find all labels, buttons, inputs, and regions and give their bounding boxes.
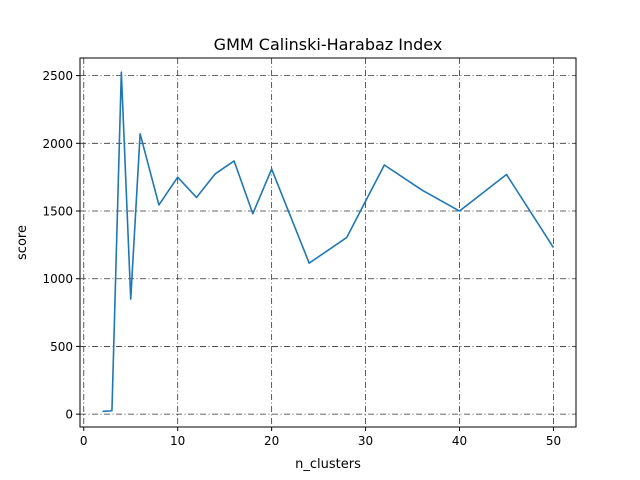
y-axis-label: score xyxy=(15,225,30,260)
series-line-0 xyxy=(102,71,555,413)
x-axis: 0 10 20 30 40 50 xyxy=(80,427,561,448)
x-tick-label: 0 xyxy=(80,434,88,448)
series-layer xyxy=(102,71,555,413)
y-tick-label: 2000 xyxy=(42,137,73,151)
x-tick-label: 10 xyxy=(170,434,185,448)
y-axis: 0 500 1000 1500 2000 2500 xyxy=(42,69,80,422)
chart-title: GMM Calinski-Harabaz Index xyxy=(214,35,443,54)
x-tick-label: 50 xyxy=(546,434,561,448)
grid xyxy=(80,58,576,427)
x-tick-label: 20 xyxy=(264,434,279,448)
plot-frame xyxy=(79,57,577,428)
x-tick-label: 40 xyxy=(452,434,467,448)
x-tick-label: 30 xyxy=(358,434,373,448)
x-axis-label: n_clusters xyxy=(295,457,361,472)
y-tick-label: 1500 xyxy=(42,205,73,219)
y-tick-label: 500 xyxy=(50,340,73,354)
y-tick-label: 1000 xyxy=(42,272,73,286)
y-tick-label: 0 xyxy=(65,408,73,422)
y-tick-label: 2500 xyxy=(42,69,73,83)
